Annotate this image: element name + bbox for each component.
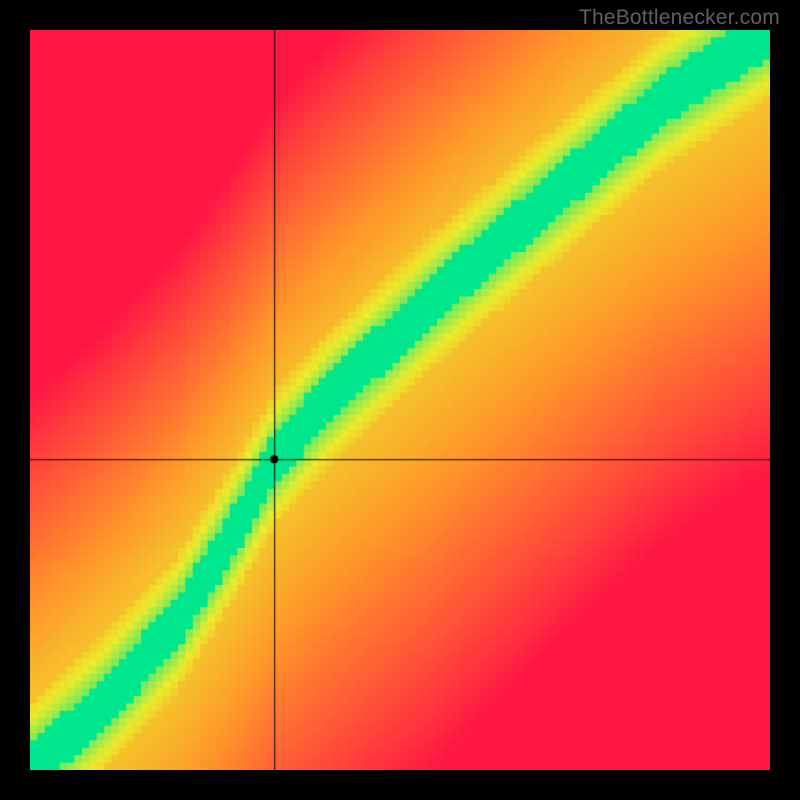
bottleneck-heatmap	[30, 30, 770, 770]
watermark-text: TheBottlenecker.com	[579, 6, 780, 30]
plot-area	[30, 30, 770, 770]
chart-container: TheBottlenecker.com	[0, 0, 800, 800]
